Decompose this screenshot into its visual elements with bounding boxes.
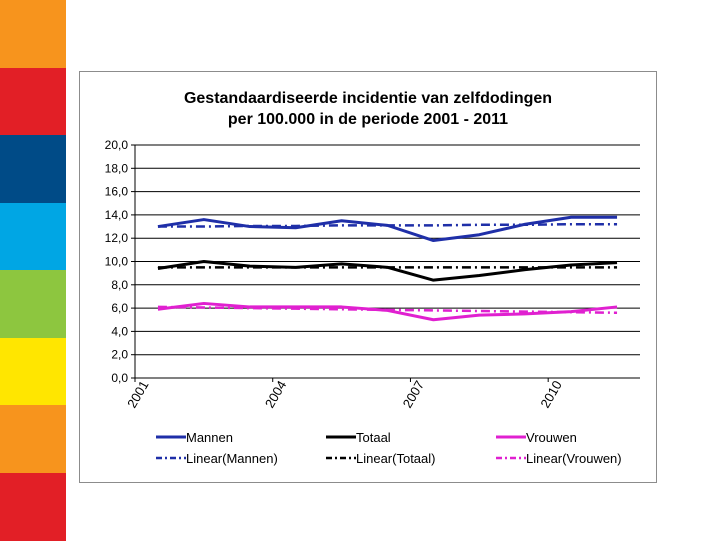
x-tick-label: 2001 — [124, 378, 151, 411]
legend-label: Totaal — [356, 430, 391, 445]
x-tick-label: 2004 — [262, 378, 289, 411]
x-tick-label: 2007 — [400, 378, 427, 411]
y-tick-label: 14,0 — [105, 208, 129, 222]
legend-label: Linear(Vrouwen) — [526, 451, 622, 466]
legend-label: Linear(Totaal) — [356, 451, 436, 466]
y-tick-label: 6,0 — [111, 301, 128, 315]
legend-label: Vrouwen — [526, 430, 577, 445]
series-line-mannen — [158, 217, 617, 240]
y-tick-label: 8,0 — [111, 278, 128, 292]
y-tick-label: 16,0 — [105, 185, 129, 199]
y-tick-label: 10,0 — [105, 255, 129, 269]
y-tick-label: 20,0 — [105, 138, 129, 152]
legend-label: Linear(Mannen) — [186, 451, 278, 466]
y-tick-label: 18,0 — [105, 161, 129, 175]
y-tick-label: 2,0 — [111, 348, 128, 362]
series-line-totaal — [158, 262, 617, 281]
y-tick-label: 12,0 — [105, 231, 129, 245]
legend-label: Mannen — [186, 430, 233, 445]
y-tick-label: 0,0 — [111, 371, 128, 385]
y-tick-label: 4,0 — [111, 324, 128, 338]
x-tick-label: 2010 — [537, 378, 564, 411]
series-line-vrouwen — [158, 303, 617, 319]
